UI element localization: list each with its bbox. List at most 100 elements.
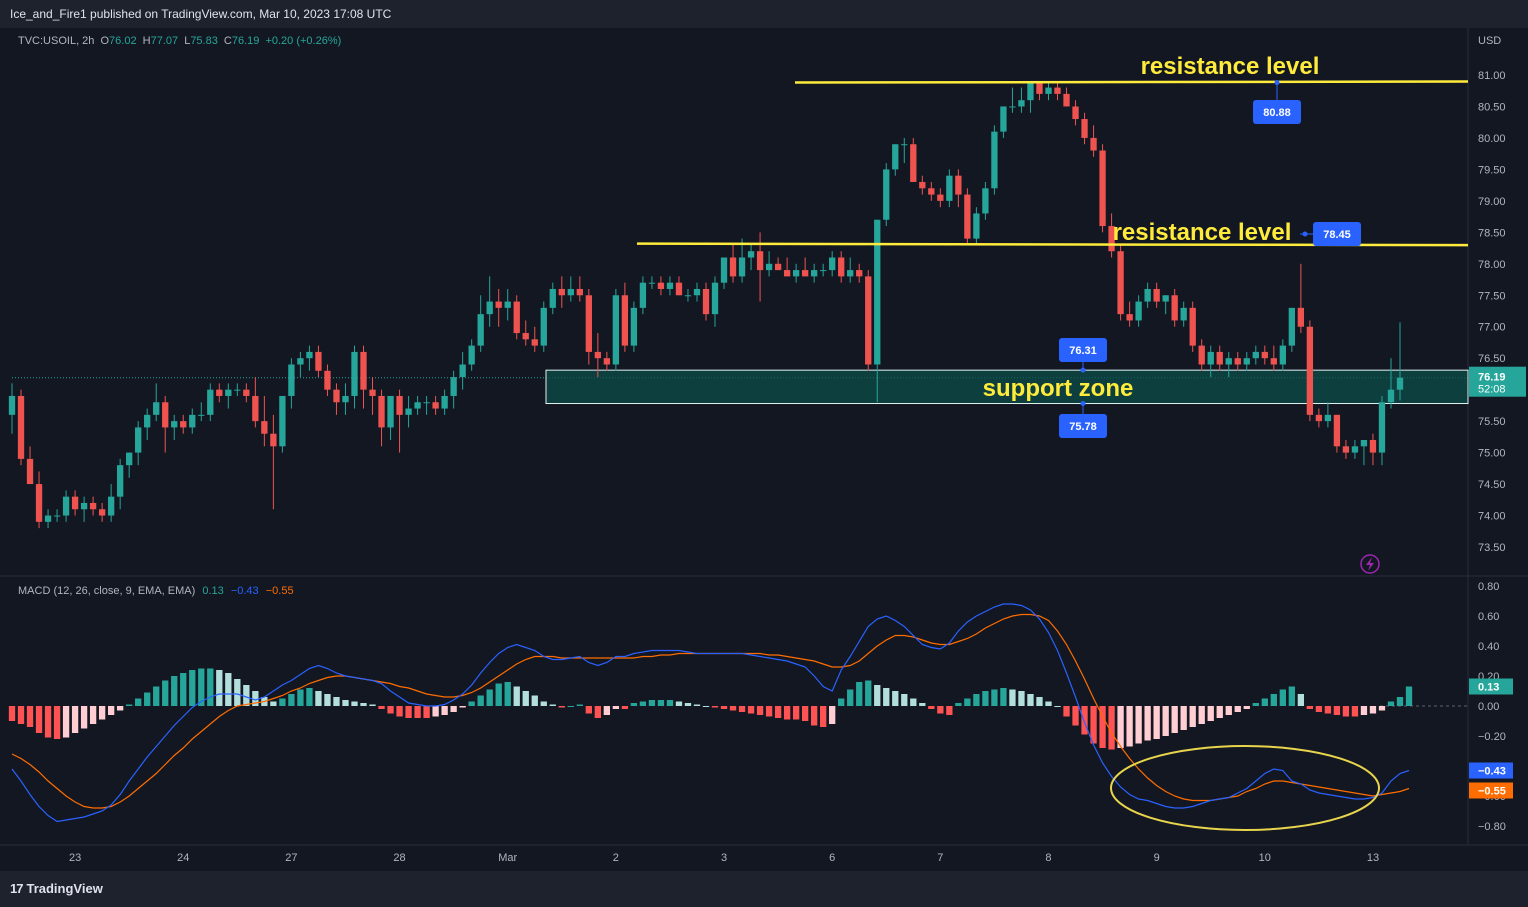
price-label-lower: 78.45 bbox=[1323, 229, 1351, 241]
candle-body bbox=[811, 270, 818, 277]
symbol-label[interactable]: TVC:USOIL, 2h bbox=[18, 35, 95, 47]
candle-body bbox=[414, 402, 421, 409]
histogram-bar bbox=[234, 679, 241, 706]
candle bbox=[89, 496, 97, 516]
histogram-bar bbox=[937, 706, 944, 714]
resistance-line-upper[interactable] bbox=[794, 80, 1469, 84]
candle bbox=[630, 301, 638, 352]
support-zone-rect[interactable] bbox=[545, 369, 1469, 405]
chart-canvas[interactable]: USD73.5074.0074.5075.0075.5076.0076.5077… bbox=[0, 0, 1528, 871]
candle bbox=[144, 408, 151, 441]
candle-body bbox=[1081, 119, 1088, 138]
histogram-bar bbox=[774, 706, 782, 718]
candle-body bbox=[630, 307, 638, 346]
candle-body bbox=[1252, 351, 1259, 359]
candle-body bbox=[1234, 358, 1241, 365]
price-label-lower-box[interactable] bbox=[1313, 222, 1361, 246]
histogram-bar bbox=[1198, 706, 1205, 724]
candle bbox=[153, 383, 160, 422]
candle-body bbox=[495, 301, 502, 308]
lightning-icon[interactable] bbox=[1360, 554, 1380, 574]
candle bbox=[333, 383, 340, 415]
candle bbox=[901, 137, 908, 164]
price-label-upper-box[interactable] bbox=[1253, 100, 1301, 124]
macd-tick-label: 0.80 bbox=[1478, 581, 1499, 593]
histogram-bar bbox=[171, 676, 178, 706]
candle-body bbox=[279, 395, 286, 447]
candle bbox=[576, 276, 583, 302]
time-tick-label: 3 bbox=[721, 852, 727, 864]
low-label: L bbox=[184, 35, 191, 47]
histogram-bar bbox=[765, 706, 773, 717]
histogram-bar bbox=[1234, 706, 1241, 712]
candle-body bbox=[540, 307, 547, 346]
candle-body bbox=[1342, 446, 1350, 453]
candle bbox=[675, 276, 683, 296]
candle-body bbox=[946, 175, 953, 201]
histogram-bar bbox=[1135, 706, 1142, 744]
candle-body bbox=[747, 251, 755, 258]
time-tick-label: 28 bbox=[393, 852, 405, 864]
histogram-bar bbox=[324, 694, 331, 706]
candle-body bbox=[1261, 351, 1268, 359]
candle-body bbox=[306, 351, 313, 359]
price-tick-label: 79.50 bbox=[1478, 164, 1506, 176]
candle-body bbox=[666, 282, 674, 289]
histogram-bar bbox=[693, 704, 701, 706]
candle-body bbox=[982, 188, 989, 214]
candle-body bbox=[1027, 81, 1034, 101]
candle bbox=[17, 389, 25, 466]
support-top-label-box[interactable] bbox=[1059, 338, 1107, 362]
macd-hist-badge-value: 0.13 bbox=[1478, 682, 1499, 694]
candle-body bbox=[441, 395, 448, 409]
price-label-anchor bbox=[1080, 367, 1086, 373]
last-price-badge[interactable] bbox=[1469, 366, 1526, 397]
candle bbox=[342, 383, 349, 415]
candle bbox=[738, 238, 746, 283]
price-tick-label: 80.00 bbox=[1478, 133, 1506, 145]
lightning-icon-ring bbox=[1360, 554, 1380, 574]
support-zone[interactable] bbox=[545, 369, 1469, 405]
histogram-bar bbox=[684, 703, 692, 706]
annotations[interactable]: resistance level 80.88 resistance level 78.… bbox=[636, 53, 1469, 831]
candle-body bbox=[189, 414, 196, 428]
support-bottom-label-box[interactable] bbox=[1059, 414, 1107, 438]
candle-body bbox=[756, 251, 764, 271]
histogram-bar bbox=[801, 706, 809, 721]
histogram-bar bbox=[1252, 703, 1259, 706]
candle-body bbox=[153, 402, 160, 415]
candle-body bbox=[243, 389, 250, 396]
price-tick-label: 75.00 bbox=[1478, 448, 1506, 460]
candle bbox=[270, 414, 277, 510]
candle-body bbox=[792, 270, 800, 277]
histogram-bar bbox=[378, 706, 385, 709]
tradingview-logo[interactable]: 17 TradingView bbox=[10, 881, 103, 896]
histogram-bar bbox=[1306, 706, 1314, 709]
candle bbox=[847, 257, 854, 283]
candle-body bbox=[594, 351, 601, 359]
candle bbox=[729, 244, 737, 283]
candle-body bbox=[207, 389, 214, 415]
candle bbox=[324, 364, 331, 396]
candle-body bbox=[486, 301, 493, 315]
histogram-bar bbox=[585, 706, 592, 714]
candle bbox=[261, 395, 268, 447]
histogram-bar bbox=[225, 673, 232, 706]
candle-body bbox=[405, 408, 412, 415]
candle bbox=[1333, 414, 1341, 453]
histogram-bar bbox=[973, 694, 980, 706]
candle bbox=[252, 377, 259, 428]
histogram-bar bbox=[657, 700, 665, 706]
candle-body bbox=[396, 395, 403, 415]
histogram-bar bbox=[910, 698, 917, 706]
macd-line-value: −0.43 bbox=[230, 585, 259, 597]
histogram-bar bbox=[306, 688, 313, 706]
candle bbox=[1288, 307, 1295, 352]
histogram-bar bbox=[747, 706, 755, 714]
candle-body bbox=[1108, 226, 1115, 252]
candle-body bbox=[216, 389, 223, 396]
macd-highlight-ellipse[interactable] bbox=[1110, 745, 1380, 831]
macd-title[interactable]: MACD (12, 26, close, 9, EMA, EMA) bbox=[18, 585, 196, 597]
support-bottom-label: 75.78 bbox=[1069, 421, 1097, 433]
candle-body bbox=[1324, 414, 1332, 422]
